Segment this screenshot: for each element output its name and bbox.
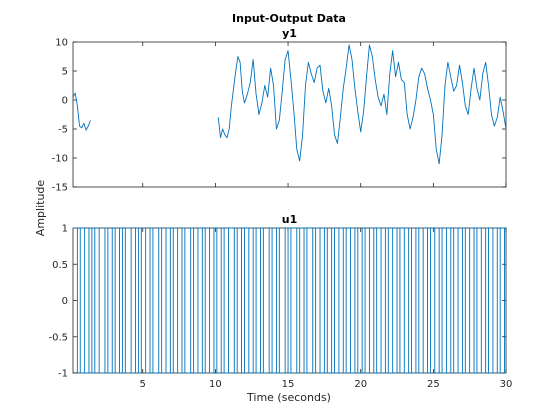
axes-u1-ticks: 5 10 15 20 25 30 -1 -0.5 0 0.5 1 xyxy=(48,224,512,391)
y-tick-label: -10 xyxy=(52,154,68,165)
axes-y1-ticks: -15 -10 -5 0 5 10 xyxy=(52,38,507,194)
y-tick-label: 1 xyxy=(62,224,68,235)
y-axis-label: Amplitude xyxy=(34,180,47,237)
axes-u1-plot xyxy=(73,227,506,374)
y-tick-label: -15 xyxy=(52,183,68,194)
axes-y1: y1 -15 -10 -5 0 5 10 xyxy=(52,27,507,194)
x-tick-label: 15 xyxy=(282,379,295,390)
y1-series-segment-2 xyxy=(217,44,507,165)
y-tick-label: 10 xyxy=(55,38,68,49)
u1-series-signal xyxy=(73,227,506,374)
axes-u1-title: u1 xyxy=(282,213,298,226)
axes-y1-plot xyxy=(72,44,507,165)
y-tick-label: 5 xyxy=(62,67,68,78)
y-tick-label: 0 xyxy=(62,96,68,107)
x-tick-label: 10 xyxy=(209,379,222,390)
y-tick-label: -1 xyxy=(58,369,68,380)
x-tick-label: 30 xyxy=(500,379,513,390)
y-tick-label: -0.5 xyxy=(48,332,68,343)
x-tick-label: 25 xyxy=(427,379,440,390)
y-tick-label: 0 xyxy=(62,296,68,307)
x-axis-label: Time (seconds) xyxy=(246,391,331,404)
axes-u1: u1 5 10 15 20 25 30 -1 -0.5 0 0.5 1 xyxy=(48,213,512,390)
x-tick-label: 20 xyxy=(354,379,367,390)
y1-series-segment-1 xyxy=(72,92,91,131)
y-tick-label: -5 xyxy=(58,125,68,136)
axes-y1-title: y1 xyxy=(282,27,297,40)
figure-title: Input-Output Data xyxy=(232,12,346,25)
y-tick-label: 0.5 xyxy=(52,260,68,271)
x-tick-label: 5 xyxy=(140,379,146,390)
